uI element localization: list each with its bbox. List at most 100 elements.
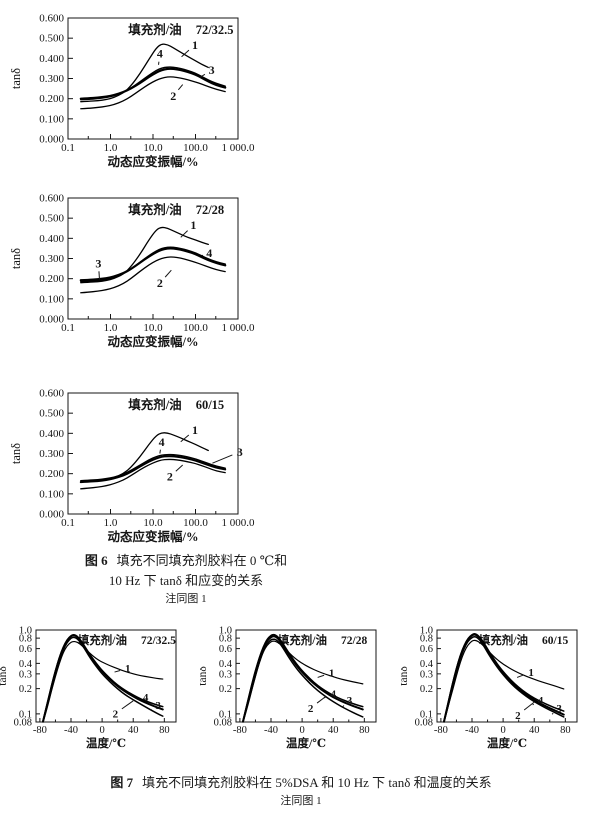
chart-title-label: 填充剂/油 — [128, 397, 181, 412]
y-axis-tick-label: 0.600 — [39, 13, 64, 25]
x-axis-tick-label: 80 — [359, 725, 370, 736]
fig6-strain-chart-60-15: 0.1 1.0 10.0 100.0 1 000.0 0.000 0.100 0.200 0.3… — [8, 381, 266, 562]
x-axis-tick-label: 40 — [128, 725, 139, 736]
curve-label-leader-1 — [317, 674, 325, 678]
fig6-strain-chart-72-28: 0.1 1.0 10.0 100.0 1 000.0 0.000 0.100 0.200 0.3… — [8, 186, 266, 367]
y-axis-label: tanδ — [200, 666, 209, 685]
curve-label-leader-1 — [180, 230, 188, 238]
y-axis-tick-label: 0.400 — [39, 53, 64, 65]
x-axis-tick-label: 0 — [500, 725, 505, 736]
curve-label-leader-2 — [121, 700, 134, 710]
curve-3 — [42, 634, 164, 723]
y-axis-tick-label: 0.000 — [39, 134, 64, 146]
curve-label-4: 4 — [143, 692, 149, 704]
y-axis-tick-label: 0.000 — [39, 509, 64, 521]
curve-label-leader-2 — [177, 84, 184, 91]
chart-title-ratio: 72/28 — [196, 203, 224, 217]
curve-3 — [79, 455, 227, 484]
y-axis-tick-label: 0.100 — [39, 488, 64, 500]
y-axis-label: tanδ — [9, 68, 23, 89]
y-axis-tick-label: 0.200 — [39, 93, 64, 105]
plot-frame — [235, 629, 377, 723]
fig6-strain-chart-72-32-5: 0.1 1.0 10.0 100.0 1 000.0 0.000 0.100 0.200 0.3… — [8, 6, 266, 187]
y-axis-label: tanδ — [9, 248, 23, 269]
curve-label-leader-3 — [98, 271, 100, 280]
x-axis-label: 温度/℃ — [86, 736, 126, 750]
curve-label-2: 2 — [308, 703, 314, 715]
chart-canvas: -80 -40 0 40 80 1.00.80.6 0.40.3 0.2 0.10.08 填充剂/… — [0, 626, 177, 750]
x-axis-tick-label: 100.0 — [183, 142, 208, 154]
curve-label-1: 1 — [125, 663, 131, 675]
x-axis-tick-label: 0 — [299, 725, 304, 736]
curve-label-leader-3 — [551, 712, 554, 715]
curve-4 — [80, 453, 226, 482]
curve-1 — [42, 640, 164, 723]
y-axis-tick-label: 0.6 — [19, 644, 32, 655]
curve-2 — [80, 256, 226, 294]
y-axis-tick-label: 1.0 — [19, 626, 32, 637]
plot-frame — [35, 629, 177, 723]
x-axis-tick-label: 1 000.0 — [222, 142, 256, 154]
x-axis-tick-label: -40 — [64, 725, 78, 736]
x-axis-label: 动态应变振幅/% — [108, 154, 199, 169]
x-axis-tick-label: -40 — [465, 725, 479, 736]
curve-label-1: 1 — [192, 423, 198, 437]
figure7-caption: 图 7 填充不同填充剂胶料在 5%DSA 和 10 Hz 下 tanδ 和温度的关… — [0, 773, 602, 810]
x-axis-tick-label: 10.0 — [143, 142, 163, 154]
chart-canvas: -80 -40 0 40 80 1.00.80.6 0.40.3 0.2 0.10.08 填充剂/… — [197, 626, 377, 750]
curve-label-1: 1 — [329, 668, 335, 680]
curve-label-3: 3 — [347, 695, 353, 707]
curve-label-leader-2 — [523, 701, 535, 711]
y-axis-tick-label: 0.08 — [14, 718, 32, 729]
x-axis-label: 温度/℃ — [286, 736, 326, 750]
x-axis-tick-label: 10.0 — [143, 517, 163, 529]
y-axis-tick-label: 0.8 — [420, 634, 433, 645]
x-axis-tick-label: 80 — [159, 725, 170, 736]
y-axis-tick-label: 0.3 — [19, 669, 32, 680]
curve-label-leader-2 — [164, 269, 172, 278]
y-axis-tick-label: 0.1 — [420, 709, 433, 720]
x-axis-tick-label: 1.0 — [104, 517, 118, 529]
chart-title-ratio: 60/15 — [542, 635, 568, 647]
x-axis-tick-label: 1 000.0 — [222, 322, 256, 334]
curve-1 — [242, 640, 364, 723]
y-axis-tick-label: 0.500 — [39, 408, 64, 420]
y-axis-tick-label: 0.08 — [415, 718, 433, 729]
fig7-temperature-chart-72-32-5: -80 -40 0 40 80 1.0 0.8 0.6 0.4 0.3 0.2 0.1 0.08 填充剂/… — [0, 618, 200, 757]
curve-label-leader-3 — [150, 708, 152, 711]
curve-label-leader-2 — [175, 464, 184, 472]
y-axis-tick-label: 0.600 — [39, 193, 64, 205]
chart-canvas: 0.1 1.0 10.0 100.0 1 000.0 0.000 0.100 0.200 0.3… — [9, 13, 256, 170]
curve-label-1: 1 — [528, 667, 534, 679]
y-axis-tick-label: 0.6 — [219, 644, 232, 655]
y-axis-tick-label: 0.600 — [39, 388, 64, 400]
figure6-caption-text2: 10 Hz 下 tanδ 和应变的关系 — [108, 573, 264, 588]
figure7-caption-note: 注同图 1 — [280, 795, 322, 807]
y-axis-tick-label: 0.100 — [39, 113, 64, 125]
fig7-temperature-chart-72-28: -80 -40 0 40 80 1.0 0.8 0.6 0.4 0.3 0.2 0.1 0.08 填充剂/… — [197, 618, 400, 757]
chart-title-ratio: 60/15 — [196, 398, 224, 412]
curve-label-3: 3 — [155, 700, 161, 712]
y-axis-tick-label: 0.1 — [19, 709, 32, 720]
figure6-caption-line1: 图 6 填充不同填充剂胶料在 0 ℃和 — [30, 551, 342, 571]
figure7-caption-label: 图 7 — [110, 775, 134, 790]
curve-label-leader-1 — [181, 49, 190, 58]
y-axis-tick-label: 0.4 — [219, 659, 233, 670]
curve-label-leader-3 — [212, 454, 233, 464]
y-axis-tick-label: 0.08 — [214, 718, 232, 729]
y-axis-tick-label: 0.500 — [39, 33, 64, 45]
y-axis-tick-label: 0.500 — [39, 213, 64, 225]
curve-label-4: 4 — [330, 688, 336, 700]
y-axis-tick-label: 0.8 — [19, 634, 32, 645]
curve-label-leader-4 — [532, 703, 535, 706]
curve-label-1: 1 — [190, 218, 196, 232]
y-axis-tick-label: 0.200 — [39, 273, 64, 285]
curve-3 — [79, 247, 227, 282]
curve-2 — [80, 458, 226, 490]
chart-canvas: -80 -40 0 40 80 1.00.80.6 0.40.3 0.2 0.10.08 填充剂/… — [398, 626, 578, 750]
x-axis-tick-label: 1.0 — [104, 142, 118, 154]
y-axis-label: tanδ — [9, 443, 23, 464]
curve-label-2: 2 — [113, 709, 119, 721]
y-axis-tick-label: 0.400 — [39, 233, 64, 245]
curve-4 — [80, 66, 226, 101]
